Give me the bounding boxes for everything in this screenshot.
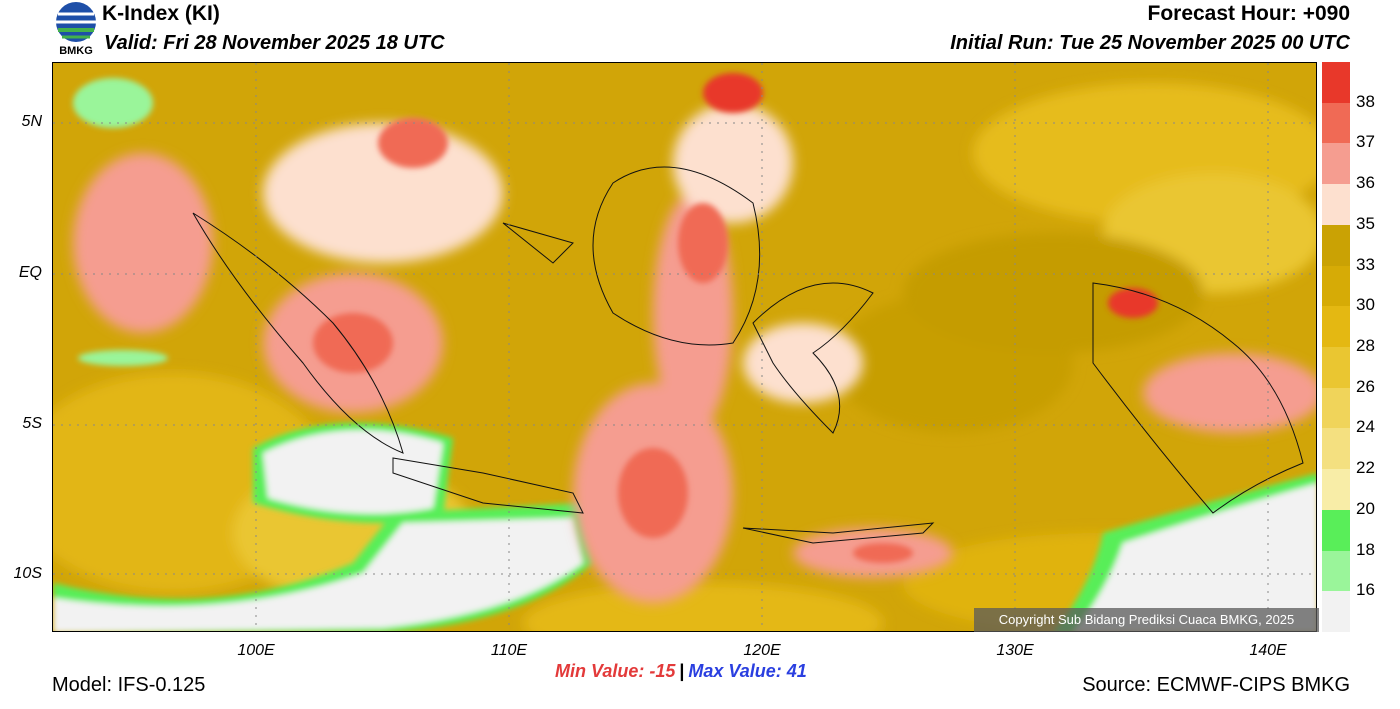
very-high-ki-zones <box>313 73 1158 563</box>
colorbar-cell <box>1322 387 1350 429</box>
map-field <box>53 63 1316 631</box>
colorbar-cell <box>1322 306 1350 348</box>
colorbar-cell <box>1322 184 1350 226</box>
initial-run: Initial Run: Tue 25 November 2025 00 UTC <box>950 32 1350 54</box>
lon-label-100e: 100E <box>237 642 275 659</box>
lat-label-5s: 5S <box>22 415 42 432</box>
colorbar-cell <box>1322 143 1350 185</box>
k-index-map[interactable] <box>52 62 1317 632</box>
colorbar-cell <box>1322 224 1350 267</box>
forecast-hour: Forecast Hour: +090 <box>1147 2 1351 25</box>
lon-label-120e: 120E <box>743 642 781 659</box>
min-max-separator: | <box>679 661 685 681</box>
lat-label-eq: EQ <box>18 264 42 281</box>
lon-label-130e: 130E <box>996 642 1034 659</box>
colorbar-label: 37 <box>1356 132 1375 152</box>
lat-label-10s: 10S <box>13 565 42 582</box>
min-value: Min Value: -15 <box>555 661 676 681</box>
max-value: Max Value: 41 <box>688 661 807 681</box>
bmkg-globe-icon <box>56 2 96 42</box>
colorbar-label: 30 <box>1356 295 1375 315</box>
lon-label-140e: 140E <box>1249 642 1287 659</box>
min-max-values: Min Value: -15 | Max Value: 41 <box>555 661 807 682</box>
colorbar-cell <box>1322 550 1350 592</box>
colorbar-label: 35 <box>1356 213 1375 233</box>
colorbar-cell <box>1322 265 1350 307</box>
copyright-label: Copyright Sub Bidang Prediksi Cuaca BMKG… <box>974 608 1319 632</box>
colorbar-cell <box>1322 428 1350 470</box>
bmkg-logo: BMKG <box>52 0 100 60</box>
colorbar-cell <box>1322 347 1350 389</box>
graticule <box>53 63 1316 631</box>
coastlines <box>192 166 1304 544</box>
colorbar-label: 26 <box>1356 376 1375 396</box>
colorbar-label: 28 <box>1356 336 1375 355</box>
low-ki-zones <box>53 78 1316 631</box>
colorbar-label: 24 <box>1356 417 1375 437</box>
map-title: K-Index (KI) <box>102 2 220 25</box>
colorbar-cell <box>1322 62 1350 104</box>
logo-text: BMKG <box>59 45 93 57</box>
model-label: Model: IFS-0.125 <box>52 674 206 696</box>
lat-label-5n: 5N <box>21 113 42 130</box>
valid-time: Valid: Fri 28 November 2025 18 UTC <box>104 32 445 54</box>
colorbar <box>1322 62 1350 633</box>
colorbar-label: 33 <box>1356 254 1375 274</box>
colorbar-label: 20 <box>1356 498 1375 518</box>
colorbar-label: 16 <box>1356 580 1375 600</box>
colorbar-cell <box>1322 469 1350 511</box>
lon-label-110e: 110E <box>490 642 528 659</box>
colorbar-label: 22 <box>1356 458 1375 478</box>
source-label: Source: ECMWF-CIPS BMKG <box>1082 674 1350 696</box>
colorbar-label: 36 <box>1356 173 1375 193</box>
colorbar-cell <box>1322 509 1350 552</box>
colorbar-cell <box>1322 102 1350 144</box>
colorbar-label: 38 <box>1356 91 1375 111</box>
colorbar-label: 18 <box>1356 539 1375 559</box>
colorbar-cell <box>1322 591 1350 633</box>
